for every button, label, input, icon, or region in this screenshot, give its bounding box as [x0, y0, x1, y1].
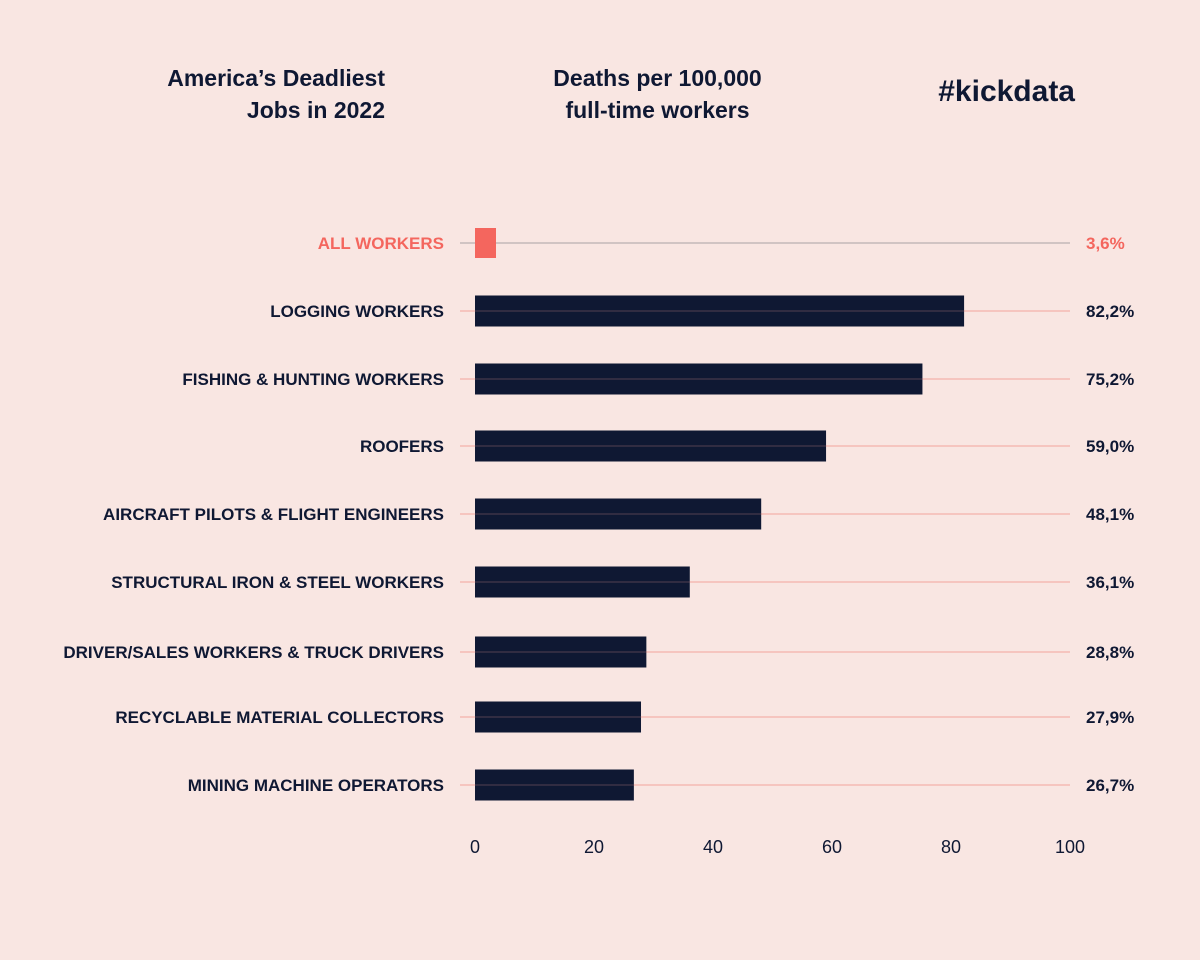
category-label: DRIVER/SALES WORKERS & TRUCK DRIVERS: [63, 643, 444, 662]
chart-title: America’s Deadliest Jobs in 2022: [167, 65, 385, 123]
value-label: 26,7%: [1086, 776, 1134, 795]
value-label: 27,9%: [1086, 708, 1134, 727]
value-label: 59,0%: [1086, 437, 1134, 456]
x-tick-label: 100: [1055, 837, 1085, 857]
value-label: 48,1%: [1086, 505, 1134, 524]
brand-hashtag: #kickdata: [938, 75, 1075, 108]
category-label: MINING MACHINE OPERATORS: [188, 776, 444, 795]
value-label: 36,1%: [1086, 573, 1134, 592]
category-label: ROOFERS: [360, 437, 444, 456]
value-label: 28,8%: [1086, 643, 1134, 662]
x-tick-label: 0: [470, 837, 480, 857]
category-label: STRUCTURAL IRON & STEEL WORKERS: [111, 573, 444, 592]
category-label: LOGGING WORKERS: [270, 302, 444, 321]
x-tick-label: 60: [822, 837, 842, 857]
x-tick-label: 80: [941, 837, 961, 857]
value-label: 75,2%: [1086, 370, 1134, 389]
chart-subtitle: Deaths per 100,000 full-time workers: [553, 65, 762, 123]
bar-highlight: [475, 228, 496, 258]
category-label: RECYCLABLE MATERIAL COLLECTORS: [115, 708, 444, 727]
value-label: 3,6%: [1086, 234, 1125, 253]
category-label: AIRCRAFT PILOTS & FLIGHT ENGINEERS: [103, 505, 444, 524]
x-tick-label: 20: [584, 837, 604, 857]
value-label: 82,2%: [1086, 302, 1134, 321]
category-label: ALL WORKERS: [318, 234, 444, 253]
category-label: FISHING & HUNTING WORKERS: [182, 370, 444, 389]
x-tick-label: 40: [703, 837, 723, 857]
